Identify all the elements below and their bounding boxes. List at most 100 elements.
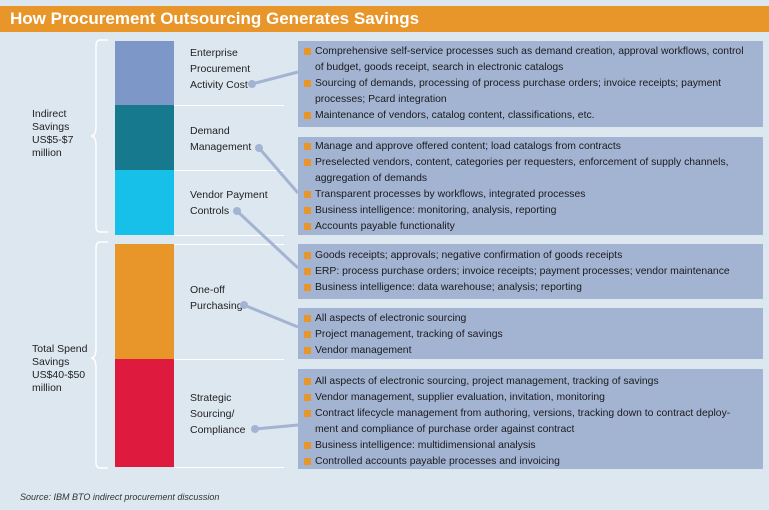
label-line: Compliance xyxy=(190,424,246,436)
label-line: Controls xyxy=(190,205,230,217)
label-line: Vendor Payment xyxy=(190,189,268,201)
bullet-text: Comprehensive self-service processes suc… xyxy=(315,46,744,57)
orange-square-bullet-icon xyxy=(304,378,311,385)
orange-square-bullet-icon xyxy=(304,410,311,417)
label-line: Demand xyxy=(190,125,230,137)
indirect-line-1: Indirect xyxy=(32,108,67,120)
indirect-line-4: million xyxy=(32,147,62,159)
total-line-1: Total Spend xyxy=(32,343,88,355)
label-line: Activity Cost xyxy=(190,79,248,91)
bullet-item: Business intelligence: monitoring, analy… xyxy=(298,203,763,219)
bullet-text: Sourcing of demands, processing of proce… xyxy=(315,78,722,89)
bullet-item: Vendor management xyxy=(298,343,763,359)
box-enterprise-procurement: Comprehensive self-service processes suc… xyxy=(298,41,763,127)
label-line: Enterprise xyxy=(190,47,238,59)
title-bar: How Procurement Outsourcing Generates Sa… xyxy=(0,6,769,32)
box-one-off-purchasing: All aspects of electronic sourcing Projec… xyxy=(298,308,763,359)
bullet-item: Preselected vendors, content, categories… xyxy=(298,155,763,187)
bullet-text: Contract lifecycle management from autho… xyxy=(315,408,731,419)
bullet-item: Goods receipts; approvals; negative conf… xyxy=(298,248,763,264)
diagram-title: How Procurement Outsourcing Generates Sa… xyxy=(10,9,420,28)
total-spend-brace xyxy=(90,241,108,469)
bullet-item: ERP: process purchase orders; invoice re… xyxy=(298,264,763,280)
bar-one-off-purchasing xyxy=(115,244,174,359)
orange-square-bullet-icon xyxy=(304,347,311,354)
bullet-text: Vendor management, supplier evaluation, … xyxy=(315,392,605,403)
bullet-item: Contract lifecycle management from autho… xyxy=(298,406,763,438)
label-vendor-payment-controls: Vendor Payment Controls xyxy=(190,187,268,219)
bullet-text: ment and compliance of purchase order ag… xyxy=(315,424,575,435)
orange-square-bullet-icon xyxy=(304,252,311,259)
label-enterprise-procurement: Enterprise Procurement Activity Cost xyxy=(190,45,250,93)
separator-line xyxy=(174,467,284,468)
bullet-text: of budget, goods receipt, search in elec… xyxy=(315,62,564,73)
label-demand-management: Demand Management xyxy=(190,123,251,155)
label-line: Management xyxy=(190,141,252,153)
label-line: Strategic xyxy=(190,392,232,404)
bullet-item: Transparent processes by workflows, inte… xyxy=(298,187,763,203)
orange-square-bullet-icon xyxy=(304,394,311,401)
bullet-text: Manage and approve offered content; load… xyxy=(315,141,621,152)
separator-line xyxy=(174,359,284,360)
connector-line xyxy=(251,70,299,86)
orange-square-bullet-icon xyxy=(304,268,311,275)
bullet-item: Sourcing of demands, processing of proce… xyxy=(298,76,763,108)
orange-square-bullet-icon xyxy=(304,223,311,230)
connector-dot xyxy=(248,80,256,88)
bullet-text: All aspects of electronic sourcing xyxy=(315,313,467,324)
label-one-off-purchasing: One-off Purchasing xyxy=(190,282,243,314)
label-strategic-sourcing: Strategic Sourcing/ Compliance xyxy=(190,390,245,438)
bullet-item: Project management, tracking of savings xyxy=(298,327,763,343)
bullet-text: Controlled accounts payable processes an… xyxy=(315,456,560,467)
bullet-item: All aspects of electronic sourcing xyxy=(298,311,763,327)
bar-vendor-payment-controls xyxy=(115,170,174,235)
bullet-text: Business intelligence: multidimensional … xyxy=(315,440,536,451)
connector-line xyxy=(243,303,299,329)
bar-demand-management xyxy=(115,105,174,170)
orange-square-bullet-icon xyxy=(304,143,311,150)
orange-square-bullet-icon xyxy=(304,331,311,338)
separator-line xyxy=(174,235,284,236)
bar-enterprise-procurement xyxy=(115,41,174,105)
bullet-text: Business intelligence: monitoring, analy… xyxy=(315,205,557,216)
bullet-text: Goods receipts; approvals; negative conf… xyxy=(315,250,623,261)
box-demand-management: Manage and approve offered content; load… xyxy=(298,137,763,235)
bullet-item: Maintenance of vendors, catalog content,… xyxy=(298,108,763,124)
bullet-text: Transparent processes by workflows, inte… xyxy=(315,189,586,200)
bullet-text: All aspects of electronic sourcing, proj… xyxy=(315,376,659,387)
box-vendor-payment-controls: Goods receipts; approvals; negative conf… xyxy=(298,244,763,299)
separator-line xyxy=(174,105,284,106)
bullet-text: Accounts payable functionality xyxy=(315,221,455,232)
label-line: Procurement xyxy=(190,63,251,75)
orange-square-bullet-icon xyxy=(304,159,311,166)
box-strategic-sourcing: All aspects of electronic sourcing, proj… xyxy=(298,369,763,469)
bullet-text: Preselected vendors, content, categories… xyxy=(315,157,729,168)
bullet-text: processes; Pcard integration xyxy=(315,94,447,105)
connector-line xyxy=(254,423,299,431)
separator-line xyxy=(174,244,284,245)
bullet-text: Business intelligence: data warehouse; a… xyxy=(315,282,582,293)
total-line-3: US$40-$50 xyxy=(32,369,86,381)
indirect-line-3: US$5-$7 xyxy=(32,134,74,146)
total-line-2: Savings xyxy=(32,356,70,368)
bullet-item: Business intelligence: multidimensional … xyxy=(298,438,763,454)
bullet-text: Vendor management xyxy=(315,345,412,356)
indirect-savings-label: Indirect Savings US$5-$7 million xyxy=(32,108,73,160)
connector-line xyxy=(257,147,300,194)
connector-dot xyxy=(251,425,259,433)
total-line-4: million xyxy=(32,382,62,394)
bullet-item: Manage and approve offered content; load… xyxy=(298,139,763,155)
bullet-item: Accounts payable functionality xyxy=(298,219,763,235)
bullet-item: Controlled accounts payable processes an… xyxy=(298,454,763,470)
bullet-text: Maintenance of vendors, catalog content,… xyxy=(315,110,595,121)
bullet-item: Comprehensive self-service processes suc… xyxy=(298,44,763,76)
bullet-item: Business intelligence: data warehouse; a… xyxy=(298,280,763,296)
bullet-item: All aspects of electronic sourcing, proj… xyxy=(298,374,763,390)
orange-square-bullet-icon xyxy=(304,112,311,119)
bar-strategic-sourcing xyxy=(115,359,174,467)
orange-square-bullet-icon xyxy=(304,284,311,291)
orange-square-bullet-icon xyxy=(304,442,311,449)
total-spend-savings-label: Total Spend Savings US$40-$50 million xyxy=(32,343,87,395)
source-note: Source: IBM BTO indirect procurement dis… xyxy=(20,492,220,502)
